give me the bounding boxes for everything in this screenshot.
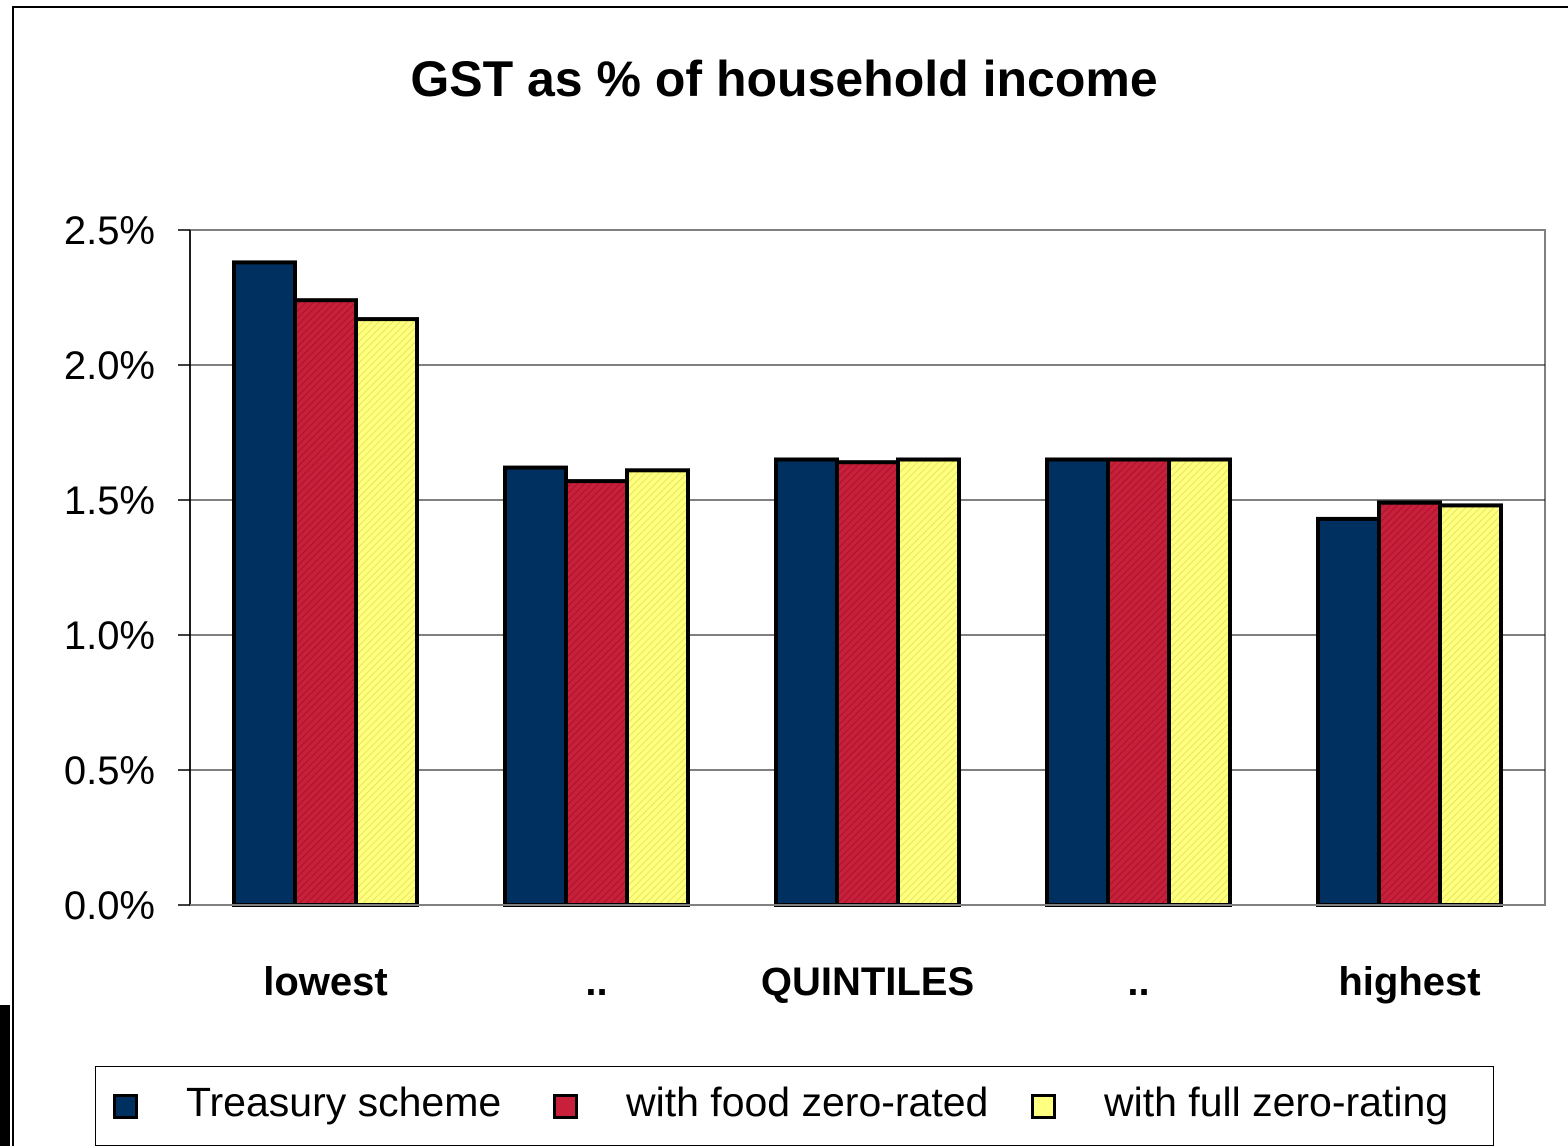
bar-full-zero-rating bbox=[1167, 457, 1232, 907]
bar-full-zero-rating bbox=[625, 468, 690, 907]
bar-full-zero-rating bbox=[354, 317, 419, 908]
x-category-label: highest bbox=[1338, 960, 1480, 1004]
x-axis: lowest.. QUINTILES.. highest bbox=[190, 904, 1545, 1004]
bar-treasury bbox=[1045, 457, 1110, 907]
y-tick-label: 1.5% bbox=[64, 479, 155, 523]
y-tick-label: 2.5% bbox=[64, 209, 155, 253]
side-edge-bar bbox=[0, 1005, 10, 1146]
bars bbox=[232, 260, 1503, 908]
legend-swatch-full bbox=[1031, 1094, 1056, 1119]
y-tick-label: 0.0% bbox=[64, 884, 155, 928]
y-axis: 0.0% 0.5% 1.0% 1.5% 2.0% 2.5% bbox=[64, 209, 191, 928]
x-category-label: .. bbox=[585, 960, 607, 1004]
x-category-label: .. bbox=[1127, 960, 1149, 1004]
bar-food-zero-rated bbox=[293, 298, 358, 907]
bar-treasury bbox=[1316, 516, 1381, 908]
bar-food-zero-rated bbox=[1377, 500, 1442, 907]
legend-label-full: with full zero-rating bbox=[1104, 1079, 1449, 1125]
bar-food-zero-rated bbox=[835, 460, 900, 907]
legend-swatch-food bbox=[553, 1094, 578, 1119]
y-tick-label: 2.0% bbox=[64, 344, 155, 388]
legend-swatch-treasury bbox=[113, 1094, 138, 1119]
bar-treasury bbox=[232, 260, 297, 907]
bar-chart: 0.0% 0.5% 1.0% 1.5% 2.0% 2.5% lowest.. QUINTIL… bbox=[64, 209, 1546, 1004]
bar-food-zero-rated bbox=[564, 479, 629, 907]
bar-treasury bbox=[503, 465, 568, 907]
chart-frame bbox=[12, 6, 1568, 1146]
bar-treasury bbox=[774, 457, 839, 907]
x-category-label: lowest bbox=[263, 960, 387, 1004]
chart-title: GST as % of household income bbox=[410, 51, 1158, 107]
bar-food-zero-rated bbox=[1106, 457, 1171, 907]
y-tick-label: 0.5% bbox=[64, 749, 155, 793]
legend-label-food: with food zero-rated bbox=[626, 1079, 989, 1125]
legend-label-treasury: Treasury scheme bbox=[186, 1079, 502, 1125]
bar-full-zero-rating bbox=[1438, 503, 1503, 907]
bar-full-zero-rating bbox=[896, 457, 961, 907]
legend: Treasury scheme with food zero-rated wit… bbox=[95, 1066, 1494, 1146]
y-tick-label: 1.0% bbox=[64, 614, 155, 658]
x-category-label: QUINTILES bbox=[761, 960, 974, 1004]
